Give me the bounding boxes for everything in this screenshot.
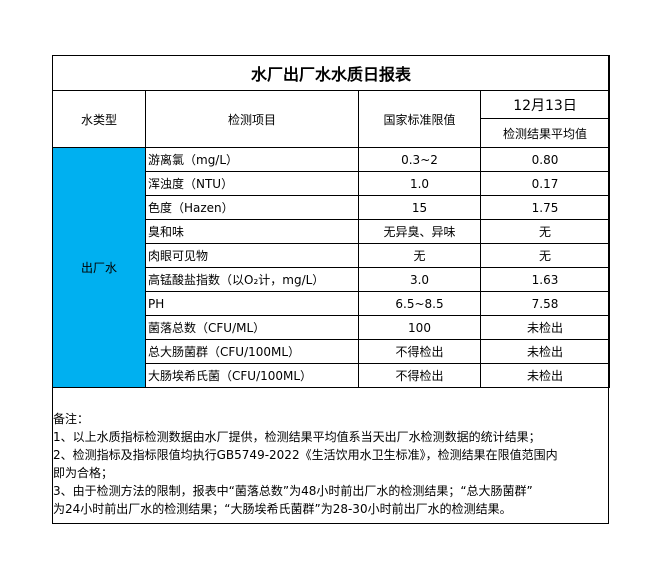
header-limit: 国家标准限值 [358, 90, 481, 148]
note-line: 2、检测指标及指标限值均执行GB5749-2022《生活饮用水卫生标准》，检测结… [53, 448, 558, 462]
item-cell: 浑浊度（NTU） [145, 171, 359, 196]
item-cell: 高锰酸盐指数（以O₂计，mg/L） [145, 267, 359, 292]
item-cell: 色度（Hazen） [145, 195, 359, 220]
limit-cell: 1.0 [358, 171, 481, 196]
limit-cell: 无异臭、异味 [358, 219, 481, 244]
table-row: 浑浊度（NTU） 1.0 0.17 [53, 171, 611, 196]
item-cell: 大肠埃希氏菌（CFU/100ML） [145, 363, 359, 388]
result-cell: 无 [479, 243, 611, 268]
header-item: 检测项目 [145, 90, 359, 148]
item-cell: 总大肠菌群（CFU/100ML） [145, 339, 359, 364]
item-cell: PH [145, 291, 359, 316]
limit-cell: 不得检出 [358, 339, 481, 364]
result-cell: 0.17 [479, 171, 611, 196]
result-cell: 1.75 [479, 195, 611, 220]
header-water-type: 水类型 [52, 90, 146, 148]
header-date: 12月13日 [479, 90, 611, 119]
result-cell: 未检出 [479, 363, 611, 388]
item-cell: 肉眼可见物 [145, 243, 359, 268]
table-row: 大肠埃希氏菌（CFU/100ML） 不得检出 未检出 [53, 363, 611, 388]
item-cell: 游离氯（mg/L） [145, 147, 359, 172]
header-result: 检测结果平均值 [479, 118, 611, 148]
note-line: 即为合格； [53, 466, 114, 480]
water-quality-table: 水厂出厂水水质日报表 水类型 检测项目 国家标准限值 12月13日 检测结果平均… [51, 55, 611, 388]
table-row: 出厂水 游离氯（mg/L） 0.3~2 0.80 [52, 147, 611, 388]
limit-cell: 6.5~8.5 [358, 291, 481, 316]
limit-cell: 不得检出 [358, 363, 481, 388]
table-row: PH 6.5~8.5 7.58 [53, 291, 611, 316]
limit-cell: 15 [358, 195, 481, 220]
result-cell: 1.63 [479, 267, 611, 292]
table-row: 臭和味 无异臭、异味无 [53, 219, 611, 244]
result-cell: 7.58 [479, 291, 611, 316]
item-cell: 菌落总数（CFU/ML） [145, 315, 359, 340]
report-title: 水厂出厂水水质日报表 [51, 55, 611, 91]
result-cell: 未检出 [479, 339, 611, 364]
table-row: 色度（Hazen） 15 1.75 [53, 195, 611, 220]
table-row: 高锰酸盐指数（以O₂计，mg/L） 3.0 1.63 [53, 267, 611, 292]
note-line: 备注： [53, 412, 90, 426]
limit-cell: 无 [358, 243, 481, 268]
result-cell: 0.80 [479, 147, 611, 172]
limit-cell: 0.3~2 [358, 147, 481, 172]
limit-cell: 100 [358, 315, 481, 340]
limit-cell: 3.0 [358, 267, 481, 292]
water-type-cell: 出厂水 [52, 147, 146, 388]
report-frame: 水厂出厂水水质日报表 水类型 检测项目 国家标准限值 12月13日 检测结果平均… [51, 55, 611, 524]
table-row: 总大肠菌群（CFU/100ML） 不得检出 未检出 [53, 339, 611, 364]
notes: 备注： 1、以上水质指标检测数据由水厂提供，检测结果平均值系当天出厂水检测数据的统… [53, 406, 608, 518]
result-cell: 未检出 [479, 315, 611, 340]
item-cell: 臭和味 [145, 219, 359, 244]
note-line: 3、由于检测方法的限制，报表中“菌落总数”为48小时前出厂水的检测结果；“总大肠… [53, 484, 533, 498]
note-line: 为24小时前出厂水的检测结果；“大肠埃希氏菌群”为28-30小时前出厂水的检测结… [53, 502, 512, 516]
table-row: 菌落总数（CFU/ML） 100 未检出 [53, 315, 611, 340]
note-line: 1、以上水质指标检测数据由水厂提供，检测结果平均值系当天出厂水检测数据的统计结果… [53, 430, 541, 444]
table-row: 肉眼可见物无无 [53, 243, 611, 268]
result-cell: 无 [479, 219, 611, 244]
